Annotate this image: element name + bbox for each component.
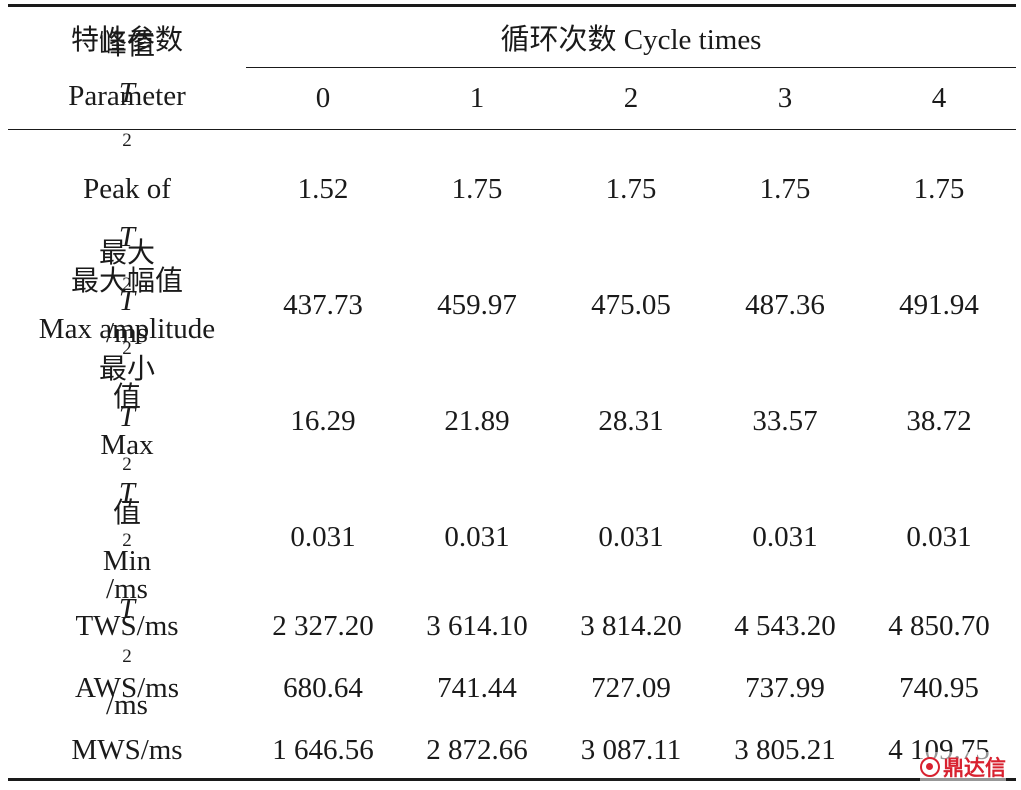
row-label-max-amplitude: 最大幅值 Max amplitude <box>8 247 246 363</box>
group-rule <box>246 67 1016 69</box>
bottom-rule <box>8 778 1016 781</box>
watermark: 鼎达信 <box>920 752 1006 782</box>
header-parameter-cn: 特性参数 <box>70 22 183 56</box>
header-parameter: 特性参数 Parameter <box>8 6 246 129</box>
table-cell: 737.99 <box>745 671 825 704</box>
top-rule <box>8 4 1016 7</box>
header-cycle-times-label: 循环次数 Cycle times <box>500 23 762 56</box>
table-cell: 0.031 <box>598 520 664 553</box>
row-label-aws: AWS/ms <box>74 672 180 704</box>
header-cycle-4: 4 <box>931 82 947 114</box>
table-cell: 3 814.20 <box>580 609 682 642</box>
table-cell: 1.75 <box>759 172 811 205</box>
row-label-cn: 最大幅值 <box>70 264 183 297</box>
table-cell: 0.031 <box>444 520 510 553</box>
header-cycle-0: 0 <box>315 82 331 114</box>
table-cell: 3 087.11 <box>580 733 682 766</box>
header-cycle-2: 2 <box>623 82 639 114</box>
table-cell: 1.75 <box>605 172 657 205</box>
header-parameter-en: Parameter <box>68 79 186 112</box>
table-cell: 0.031 <box>290 520 356 553</box>
table-cell: 740.95 <box>899 671 979 704</box>
logo-icon <box>920 757 940 777</box>
row-label-tws: TWS/ms <box>75 610 179 642</box>
table-cell: 437.73 <box>283 288 363 321</box>
table-cell: 16.29 <box>290 404 356 437</box>
table-cell: 2 327.20 <box>272 609 374 642</box>
table-cell: 33.57 <box>752 404 818 437</box>
table-cell: 1.75 <box>913 172 965 205</box>
table-cell: 1 646.56 <box>272 733 374 766</box>
table-cell: 3 805.21 <box>734 733 836 766</box>
row-label-en: Peak of T 2/ms <box>83 173 171 349</box>
table-cell: 0.031 <box>906 520 972 553</box>
table-cell: 38.72 <box>906 404 972 437</box>
row-label-en: Max T 2/ms <box>100 429 154 605</box>
table-cell: 475.05 <box>591 288 671 321</box>
table-cell: 4 850.70 <box>888 609 990 642</box>
table-cell: 0.031 <box>752 520 818 553</box>
header-rule <box>8 129 1016 131</box>
table-cell: 459.97 <box>437 288 517 321</box>
row-label-mws: MWS/ms <box>71 734 183 766</box>
table-cell: 2 872.66 <box>426 733 528 766</box>
row-label-en: Min T 2/ms <box>102 545 152 721</box>
table-cell: 680.64 <box>283 671 363 704</box>
header-cycle-1: 1 <box>469 82 485 114</box>
row-label-en: Max amplitude <box>38 313 216 345</box>
table-cell: 741.44 <box>437 671 517 704</box>
table-cell: 487.36 <box>745 288 825 321</box>
watermark-text: 鼎达信 <box>943 756 1006 780</box>
table-cell: 4 543.20 <box>734 609 836 642</box>
table-cell: 21.89 <box>444 404 510 437</box>
header-cycle-times: 循环次数 Cycle times <box>246 6 1016 67</box>
table-cell: 1.52 <box>297 172 349 205</box>
header-cycle-3: 3 <box>777 82 793 114</box>
table-cell: 3 614.10 <box>426 609 528 642</box>
table-cell: 727.09 <box>591 671 671 704</box>
table-cell: 1.75 <box>451 172 503 205</box>
table-cell: 491.94 <box>899 288 979 321</box>
table-cell: 28.31 <box>598 404 664 437</box>
